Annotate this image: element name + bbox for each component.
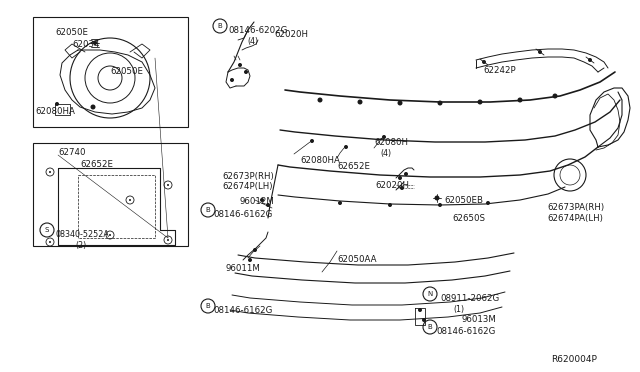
Circle shape (400, 186, 404, 190)
Circle shape (358, 99, 362, 105)
Circle shape (552, 93, 557, 99)
Bar (33, 143, 188, 246)
Circle shape (477, 99, 483, 105)
Text: 62034: 62034 (72, 40, 99, 49)
Circle shape (310, 139, 314, 143)
Circle shape (438, 203, 442, 207)
Circle shape (49, 241, 51, 243)
Circle shape (93, 41, 97, 45)
Circle shape (404, 172, 408, 176)
Text: (4): (4) (380, 149, 391, 158)
Circle shape (90, 105, 95, 109)
Text: 62080HA: 62080HA (35, 107, 75, 116)
Circle shape (109, 234, 111, 236)
Text: 62650S: 62650S (452, 214, 485, 223)
Text: 62050AA: 62050AA (337, 255, 376, 264)
Text: 62242P: 62242P (483, 66, 516, 75)
Text: (4): (4) (247, 37, 258, 46)
Circle shape (438, 100, 442, 106)
Circle shape (248, 258, 252, 262)
Text: 08146-6202G: 08146-6202G (228, 26, 287, 35)
Circle shape (435, 196, 440, 201)
Text: N: N (428, 291, 433, 297)
Circle shape (418, 308, 422, 312)
Text: (1): (1) (453, 305, 464, 314)
Text: 62020H: 62020H (274, 30, 308, 39)
Text: B: B (205, 207, 211, 213)
Text: B: B (428, 324, 433, 330)
Circle shape (397, 100, 403, 106)
Circle shape (253, 248, 257, 252)
Text: 62652E: 62652E (337, 162, 370, 171)
Circle shape (244, 70, 248, 74)
Circle shape (238, 63, 242, 67)
Text: 62673P(RH): 62673P(RH) (222, 172, 274, 181)
Circle shape (317, 97, 323, 103)
Text: 96013M: 96013M (462, 315, 497, 324)
Circle shape (129, 199, 131, 201)
Text: 62652E: 62652E (80, 160, 113, 169)
Bar (33, 17, 188, 127)
Text: 62050E: 62050E (110, 67, 143, 76)
Text: 62080H: 62080H (374, 138, 408, 147)
Circle shape (260, 198, 264, 202)
Circle shape (167, 184, 169, 186)
Circle shape (167, 239, 169, 241)
Circle shape (344, 145, 348, 149)
Text: 08146-6162G: 08146-6162G (436, 327, 495, 336)
Text: 96011M: 96011M (225, 264, 260, 273)
Circle shape (588, 58, 592, 62)
Text: 62740: 62740 (58, 148, 86, 157)
Circle shape (49, 171, 51, 173)
Circle shape (538, 50, 542, 54)
Text: 62674P(LH): 62674P(LH) (222, 182, 273, 191)
Circle shape (382, 135, 386, 139)
Text: 08146-6162G: 08146-6162G (213, 210, 273, 219)
Text: B: B (218, 23, 222, 29)
Circle shape (422, 318, 426, 322)
Text: B: B (205, 303, 211, 309)
Text: 08340-5252A: 08340-5252A (55, 230, 109, 239)
Text: (2): (2) (75, 241, 86, 250)
Text: 08911-2062G: 08911-2062G (440, 294, 499, 303)
Circle shape (266, 203, 270, 207)
Circle shape (388, 203, 392, 207)
Circle shape (482, 60, 486, 64)
Text: 62020H: 62020H (375, 181, 409, 190)
Text: 96012M: 96012M (240, 197, 275, 206)
Text: 62050E: 62050E (55, 28, 88, 37)
Text: 62050EB: 62050EB (444, 196, 483, 205)
Circle shape (518, 97, 522, 103)
Text: 62673PA(RH): 62673PA(RH) (547, 203, 604, 212)
Circle shape (486, 201, 490, 205)
Circle shape (398, 176, 402, 180)
Text: 62674PA(LH): 62674PA(LH) (547, 214, 603, 223)
Text: R620004P: R620004P (551, 355, 597, 364)
Circle shape (55, 102, 59, 106)
Circle shape (338, 201, 342, 205)
Text: S: S (45, 227, 49, 233)
Text: 08146-6162G: 08146-6162G (213, 306, 273, 315)
Circle shape (230, 78, 234, 82)
Text: 62080HA: 62080HA (300, 156, 340, 165)
